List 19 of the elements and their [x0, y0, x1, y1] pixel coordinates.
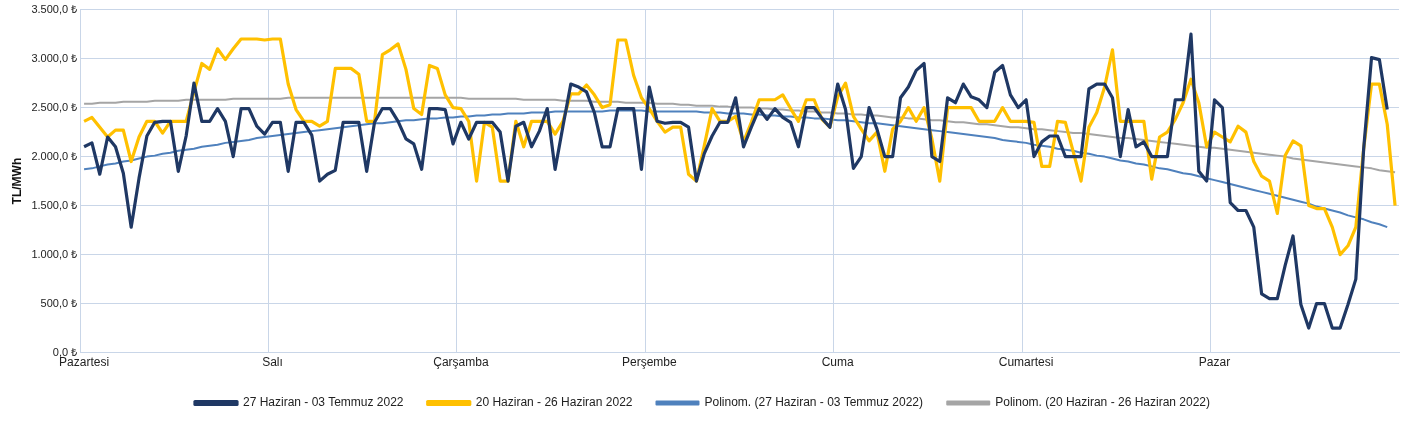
y-tick-label: 3.500,0 ₺	[31, 2, 78, 15]
x-tick-label: Salı	[262, 355, 283, 370]
y-tick-label: 500,0 ₺	[40, 296, 78, 309]
legend-label: 27 Haziran - 03 Temmuz 2022	[242, 395, 404, 410]
x-tick-label: Çarşamba	[433, 355, 489, 370]
legend-label: Polinom. (20 Haziran - 26 Haziran 2022)	[995, 395, 1211, 410]
y-axis-title: TL/MWh	[9, 157, 24, 205]
y-tick-label: 2.000,0 ₺	[31, 149, 78, 162]
y-tick-label: 1.500,0 ₺	[31, 198, 78, 211]
x-tick-label: Cumartesi	[998, 355, 1054, 370]
legend-label: Polinom. (27 Haziran - 03 Temmuz 2022)	[704, 395, 924, 410]
y-tick-label: 1.000,0 ₺	[31, 247, 78, 260]
y-tick-label: 0,0 ₺	[52, 345, 78, 358]
y-tick-label: 3.000,0 ₺	[31, 51, 78, 64]
x-tick-label: Pazar	[1198, 355, 1231, 370]
legend-label: 20 Haziran - 26 Haziran 2022	[475, 395, 633, 410]
x-tick-label: Perşembe	[621, 355, 677, 370]
x-tick-label: Cuma	[821, 355, 855, 370]
y-tick-label: 2.500,0 ₺	[31, 100, 78, 113]
